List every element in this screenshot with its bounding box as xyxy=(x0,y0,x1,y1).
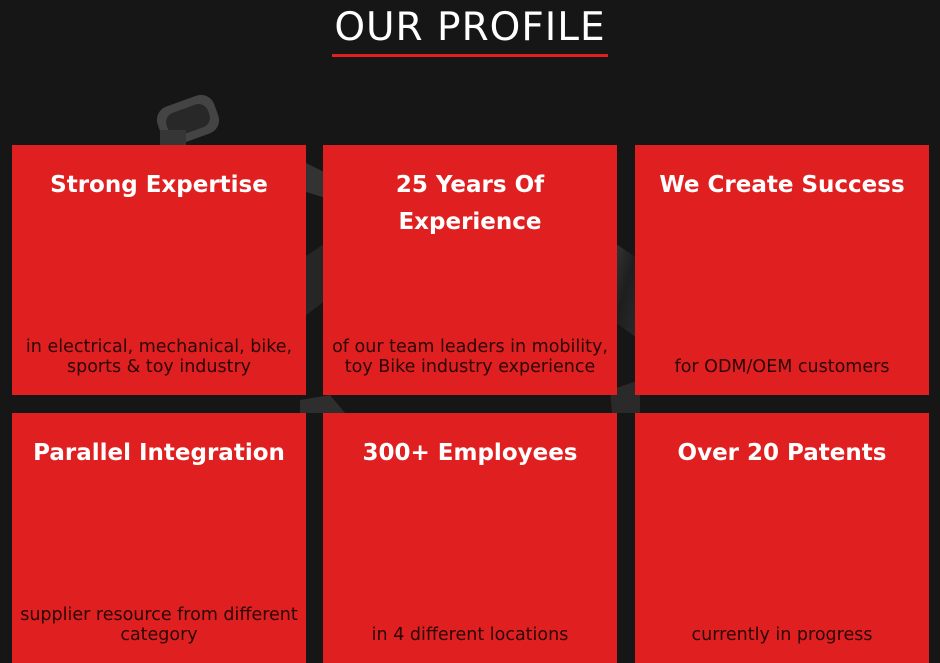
profile-card-patents: Over 20 Patents currently in progress xyxy=(635,413,929,663)
profile-card-parallel-integration: Parallel Integration supplier resource f… xyxy=(12,413,306,663)
profile-card-create-success: We Create Success for ODM/OEM customers xyxy=(635,145,929,395)
card-title: We Create Success xyxy=(659,172,905,198)
card-text: in electrical, mechanical, bike, sports … xyxy=(25,337,293,377)
profile-card-employees: 300+ Employees in 4 different locations xyxy=(323,413,617,663)
card-title: Strong Expertise xyxy=(50,172,268,198)
card-title: Parallel Integration xyxy=(33,440,285,466)
card-text: supplier resource from different categor… xyxy=(20,605,298,645)
card-text: for ODM/OEM customers xyxy=(674,357,890,377)
card-title: 25 Years Of Experience xyxy=(395,172,545,235)
card-text: of our team leaders in mobility, toy Bik… xyxy=(332,337,608,377)
page-title: OUR PROFILE xyxy=(332,4,608,57)
card-text: currently in progress xyxy=(691,625,873,645)
profile-card-strong-expertise: Strong Expertise in electrical, mechanic… xyxy=(12,145,306,395)
card-title: 300+ Employees xyxy=(362,440,578,466)
card-title: Over 20 Patents xyxy=(677,440,887,466)
card-text: in 4 different locations xyxy=(371,625,569,645)
profile-card-years-experience: 25 Years Of Experience of our team leade… xyxy=(323,145,617,395)
